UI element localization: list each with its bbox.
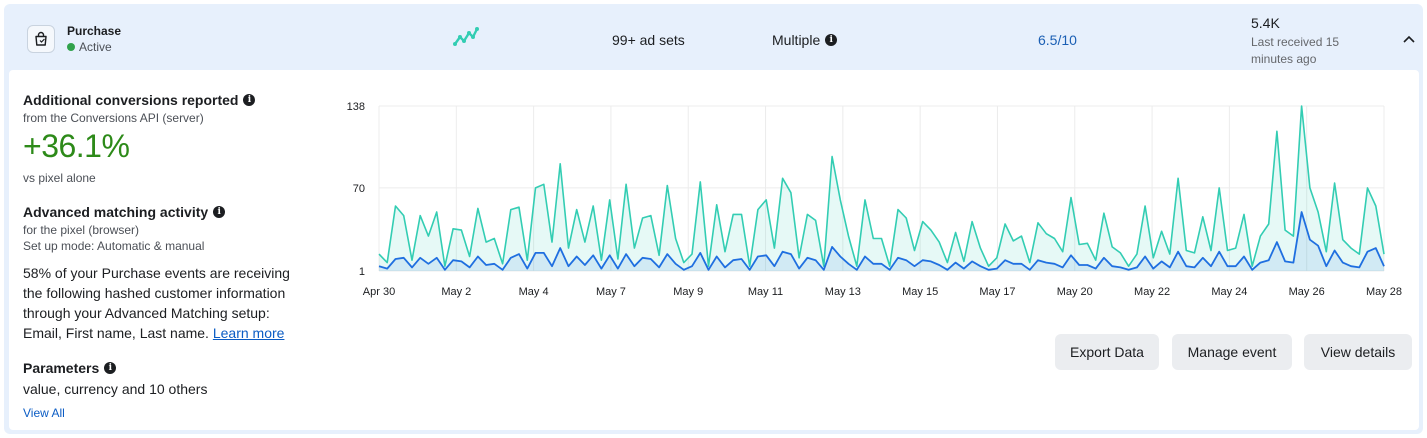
total-events-count: 5.4K bbox=[1251, 15, 1280, 31]
chart-areas bbox=[379, 106, 1384, 271]
x-tick-label: May 2 bbox=[441, 286, 471, 298]
event-card: Purchase Active 99+ ad sets Multiple i 6… bbox=[4, 4, 1423, 434]
learn-more-link[interactable]: Learn more bbox=[212, 325, 285, 341]
chart-grid bbox=[378, 105, 1385, 272]
collapse-button[interactable] bbox=[1400, 32, 1418, 46]
integration-type: Multiple i bbox=[772, 32, 838, 48]
advanced-matching-description: 58% of your Purchase events are receivin… bbox=[23, 263, 298, 343]
additional-conversions-subtitle: from the Conversions API (server) bbox=[23, 111, 204, 125]
chart-x-ticks: Apr 30 May 2 May 4 May 7 May 9 May 11 May 13 Ma… bbox=[363, 286, 1402, 298]
advanced-matching-description-text: 58% of your Purchase events are receivin… bbox=[23, 265, 290, 341]
series-line-server-events bbox=[378, 211, 1385, 271]
view-details-button[interactable]: View details bbox=[1304, 334, 1412, 370]
x-tick-label: May 11 bbox=[748, 286, 783, 298]
advanced-matching-heading: Advanced matching activity i bbox=[23, 204, 226, 220]
shopping-bag-icon bbox=[27, 25, 55, 53]
status-dot-icon bbox=[67, 43, 75, 51]
x-tick-label: May 13 bbox=[825, 286, 861, 298]
x-tick-label: May 17 bbox=[979, 286, 1015, 298]
chart-y-ticks: 138 70 1 bbox=[347, 101, 365, 278]
x-tick-label: May 15 bbox=[902, 286, 938, 298]
integration-label: Multiple bbox=[772, 32, 821, 48]
event-match-quality[interactable]: 6.5/10 bbox=[1038, 32, 1077, 48]
view-all-link[interactable]: View All bbox=[23, 406, 65, 420]
y-tick-label: 1 bbox=[359, 266, 365, 278]
trend-sparkline-icon bbox=[452, 26, 480, 53]
parameters-value: value, currency and 10 others bbox=[23, 381, 208, 397]
last-received-time: Last received 15 minutes ago bbox=[1251, 35, 1340, 66]
x-tick-label: Apr 30 bbox=[363, 286, 395, 298]
ad-sets-count: 99+ ad sets bbox=[612, 32, 685, 48]
parameters-title: Parameters bbox=[23, 360, 100, 376]
info-icon[interactable]: i bbox=[243, 94, 256, 106]
advanced-matching-subtitle: for the pixel (browser) bbox=[23, 223, 140, 237]
x-tick-label: May 26 bbox=[1289, 286, 1325, 298]
status-label: Active bbox=[79, 40, 112, 54]
event-header[interactable]: Purchase Active 99+ ad sets Multiple i 6… bbox=[4, 4, 1423, 70]
additional-conversions-comparison: vs pixel alone bbox=[23, 171, 96, 185]
additional-conversions-heading: Additional conversions reported i bbox=[23, 92, 256, 108]
additional-conversions-title: Additional conversions reported bbox=[23, 92, 239, 108]
events-chart: 138 70 1 Apr 30 May 2 May 4 May 7 May 9 May 11 M… bbox=[347, 101, 1402, 298]
manage-event-button[interactable]: Manage event bbox=[1172, 334, 1292, 370]
y-tick-label: 70 bbox=[353, 183, 365, 195]
x-tick-label: May 24 bbox=[1211, 286, 1247, 298]
advanced-matching-title: Advanced matching activity bbox=[23, 204, 209, 220]
x-tick-label: May 20 bbox=[1057, 286, 1093, 298]
info-icon[interactable]: i bbox=[825, 34, 838, 46]
additional-conversions-value: +36.1% bbox=[23, 128, 130, 164]
info-icon[interactable]: i bbox=[104, 362, 117, 374]
advanced-matching-setup-mode: Set up mode: Automatic & manual bbox=[23, 239, 205, 253]
info-icon[interactable]: i bbox=[213, 206, 226, 218]
x-tick-label: May 4 bbox=[519, 286, 549, 298]
series-area-total-events bbox=[379, 106, 1384, 271]
event-status: Active bbox=[67, 40, 112, 54]
x-tick-label: May 28 bbox=[1366, 286, 1402, 298]
chart-lines bbox=[378, 105, 1385, 271]
event-details-panel: Additional conversions reported i from t… bbox=[9, 70, 1419, 430]
chevron-up-icon bbox=[1403, 35, 1415, 43]
x-tick-label: May 7 bbox=[596, 286, 626, 298]
x-tick-label: May 9 bbox=[673, 286, 703, 298]
export-data-button[interactable]: Export Data bbox=[1055, 334, 1159, 370]
parameters-heading: Parameters i bbox=[23, 360, 117, 376]
event-name: Purchase bbox=[67, 24, 122, 38]
series-area-server-events bbox=[379, 212, 1384, 271]
y-tick-label: 138 bbox=[347, 101, 365, 113]
x-tick-label: May 22 bbox=[1134, 286, 1170, 298]
series-line-total-events bbox=[378, 105, 1385, 267]
